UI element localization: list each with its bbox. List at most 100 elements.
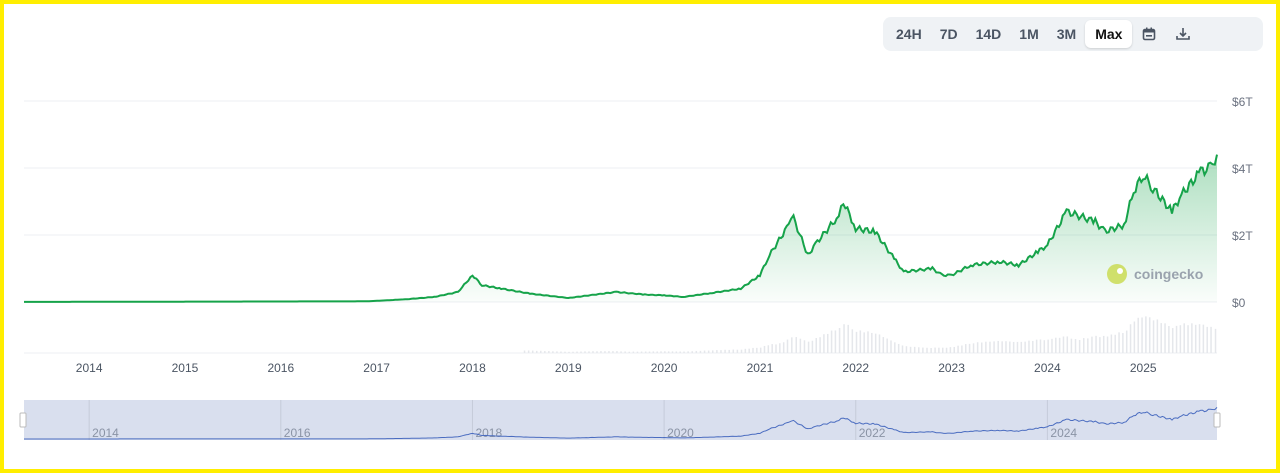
- volume-bar: [897, 343, 900, 353]
- volume-bar: [728, 349, 730, 353]
- volume-bar: [1171, 328, 1174, 353]
- volume-bar: [799, 338, 802, 353]
- volume-bar: [712, 350, 714, 353]
- volume-bar: [913, 346, 916, 353]
- range-7d-button[interactable]: 7D: [939, 26, 958, 42]
- navigator-right-handle[interactable]: [1213, 412, 1221, 428]
- volume-bar: [855, 331, 858, 353]
- x-tick-label: 2017: [363, 361, 390, 375]
- volume-bar: [981, 342, 983, 353]
- volume-bar: [863, 332, 865, 353]
- volume-bar: [548, 351, 550, 353]
- y-tick-label: $0: [1232, 296, 1246, 310]
- volume-bar: [756, 347, 758, 353]
- volume-bar: [628, 351, 631, 353]
- volume-bar: [909, 346, 912, 353]
- volume-bar: [918, 347, 920, 353]
- volume-bar: [759, 347, 762, 353]
- volume-bar: [744, 348, 747, 353]
- range-14d-button[interactable]: 14D: [975, 26, 1002, 42]
- volume-bar: [775, 344, 777, 353]
- volume-bar: [811, 340, 814, 353]
- volume-bar: [985, 341, 987, 353]
- volume-bar: [1078, 339, 1081, 353]
- volume-bar: [624, 351, 626, 353]
- volume-bar: [740, 349, 743, 353]
- volume-bar: [1032, 340, 1034, 353]
- volume-bar: [922, 347, 924, 353]
- volume-bar: [1191, 323, 1193, 353]
- x-tick-label: 2023: [938, 361, 965, 375]
- range-1m-button[interactable]: 1M: [1019, 26, 1039, 42]
- volume-bar: [691, 351, 693, 353]
- volume-bar: [644, 351, 647, 353]
- volume-bar: [1051, 338, 1053, 353]
- volume-bar: [1091, 336, 1093, 353]
- volume-bar: [699, 350, 702, 353]
- volume-bar: [632, 351, 635, 353]
- navigator-tick-label: 2022: [859, 426, 886, 440]
- volume-bar: [945, 347, 948, 353]
- navigator-tick-label: 2016: [284, 426, 311, 440]
- volume-bar: [588, 351, 590, 353]
- volume-bar: [540, 350, 542, 353]
- volume-bar: [890, 340, 892, 353]
- volume-bar: [636, 351, 639, 353]
- volume-bar: [679, 351, 681, 353]
- navigator-left-handle[interactable]: [19, 412, 27, 428]
- volume-bar: [664, 351, 666, 353]
- volume-bar: [1152, 320, 1155, 353]
- range-3m-button[interactable]: 3M: [1056, 26, 1077, 42]
- y-tick-label: $2T: [1232, 229, 1253, 243]
- volume-bar: [1087, 338, 1089, 353]
- volume-bar: [779, 343, 781, 353]
- volume-bar: [1106, 336, 1109, 353]
- volume-bar: [1062, 336, 1065, 353]
- volume-bar: [791, 337, 793, 353]
- volume-bar: [1122, 333, 1124, 353]
- download-icon[interactable]: [1166, 26, 1200, 42]
- volume-bar: [1028, 340, 1030, 353]
- volume-bar: [819, 337, 821, 353]
- volume-bar: [847, 324, 849, 353]
- volume-bar: [1141, 317, 1143, 353]
- volume-bar: [1206, 326, 1208, 353]
- volume-bar: [1137, 317, 1139, 353]
- volume-bar: [580, 351, 582, 353]
- volume-bar: [953, 346, 955, 353]
- volume-bar: [1035, 339, 1038, 353]
- range-max-button[interactable]: Max: [1085, 20, 1133, 48]
- volume-bar: [660, 351, 662, 353]
- volume-bar: [1058, 337, 1061, 353]
- x-tick-label: 2014: [76, 361, 103, 375]
- volume-bar: [1156, 319, 1159, 353]
- market-cap-area: [24, 154, 1217, 302]
- volume-bar: [1118, 332, 1120, 353]
- volume-bar: [838, 327, 841, 353]
- logo-text: coingecko: [1134, 266, 1203, 282]
- volume-bar: [592, 351, 594, 353]
- volume-bar: [667, 351, 670, 353]
- volume-bar: [531, 350, 534, 353]
- volume-bar: [608, 351, 610, 353]
- navigator[interactable]: 2014 2016 2018 2020 2022 2024: [19, 400, 1221, 440]
- calendar-icon[interactable]: [1132, 27, 1166, 41]
- volume-bar: [1198, 324, 1201, 353]
- volume-bar: [843, 324, 845, 353]
- volume-bar: [1164, 323, 1166, 353]
- volume-bar: [560, 351, 562, 353]
- volume-bar: [736, 349, 739, 353]
- volume-bar: [1179, 325, 1182, 353]
- volume-bar: [523, 350, 526, 353]
- volume-bar: [652, 351, 655, 353]
- range-24h-button[interactable]: 24H: [896, 26, 922, 42]
- navigator-selection[interactable]: [24, 400, 1217, 440]
- volume-bar: [671, 351, 674, 353]
- volume-bar: [905, 346, 908, 353]
- volume-bar: [815, 338, 818, 353]
- volume-bar: [886, 338, 888, 353]
- volume-bar: [716, 350, 718, 353]
- volume-bar: [1133, 321, 1136, 353]
- volume-bar: [732, 349, 735, 353]
